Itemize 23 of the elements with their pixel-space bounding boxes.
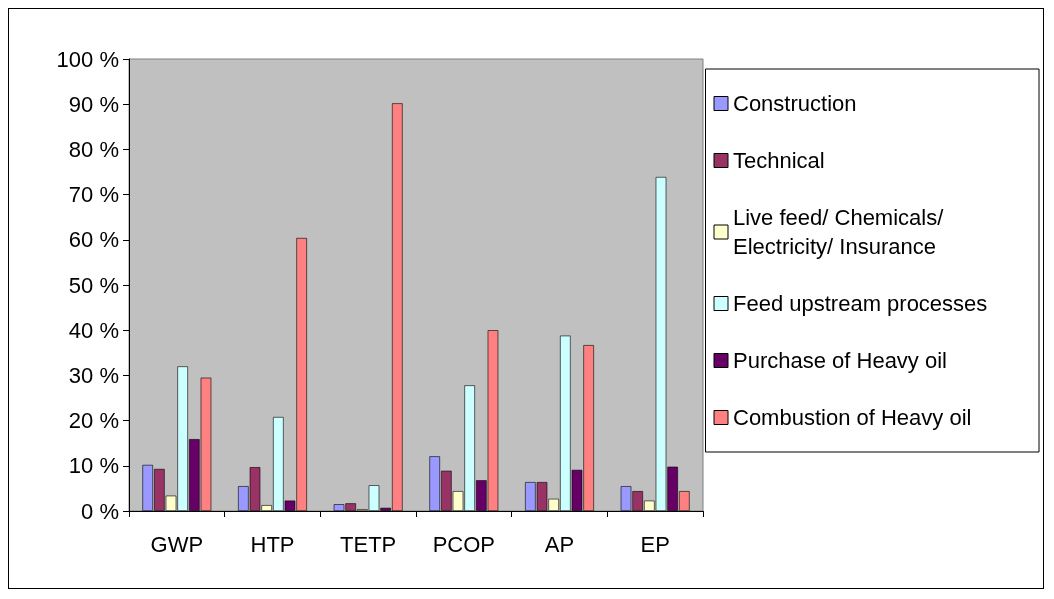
y-tick-label: 40 % <box>68 317 119 343</box>
x-tick-label: TETP <box>340 531 397 557</box>
y-tick-label: 60 % <box>68 227 119 253</box>
y-tick-label: 0 % <box>81 498 119 524</box>
y-tick-label: 100 % <box>56 46 119 72</box>
y-tick-label: 30 % <box>68 362 119 388</box>
x-tick-label: PCOP <box>432 531 496 557</box>
x-tick-label: AP <box>544 531 575 557</box>
y-tick-label: 80 % <box>68 136 119 162</box>
y-tick-label: 20 % <box>68 408 119 434</box>
y-tick-label: 70 % <box>68 182 119 208</box>
legend-label: Technical <box>733 148 825 173</box>
y-tick-label: 10 % <box>68 453 119 479</box>
legend-label: Construction <box>733 91 857 116</box>
legend-label: Combustion of Heavy oil <box>733 405 972 430</box>
legend-label: Feed upstream processes <box>733 291 988 316</box>
x-tick-label: HTP <box>250 531 295 557</box>
y-tick-label: 50 % <box>68 272 119 298</box>
legend-label: Live feed/ Chemicals/ Electricity/ Insurance <box>733 205 950 259</box>
legend-label: Purchase of Heavy oil <box>733 348 947 373</box>
y-tick-label: 90 % <box>68 91 119 117</box>
x-tick-label: EP <box>640 531 670 557</box>
x-tick-label: GWP <box>150 531 204 557</box>
